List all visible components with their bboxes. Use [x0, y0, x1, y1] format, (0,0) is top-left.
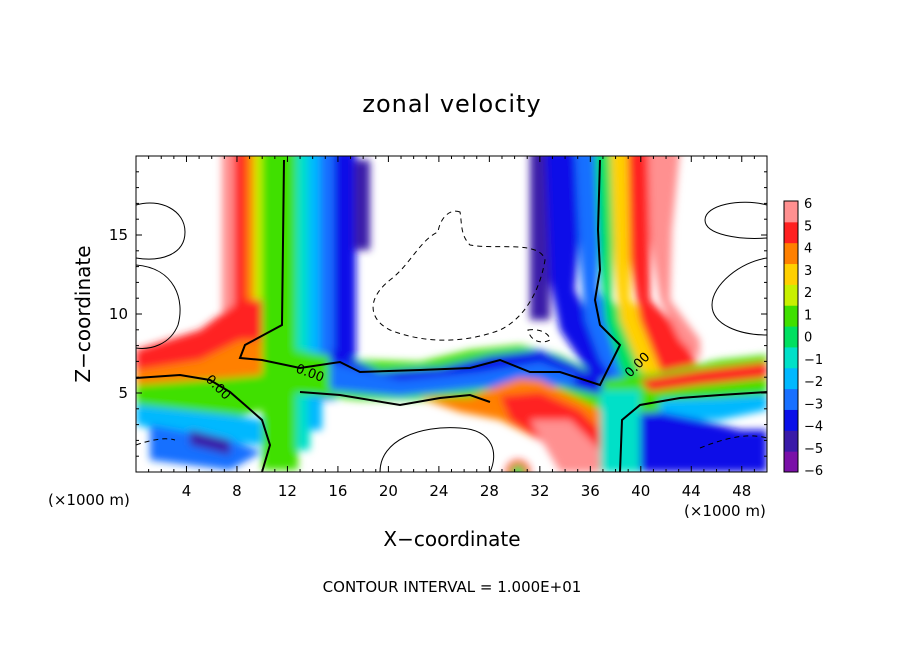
colorbar-tick-label: −2: [804, 375, 823, 390]
contour-line: [238, 159, 622, 387]
colorbar-tick-label: 3: [804, 264, 812, 279]
colorbar-tick-label: −6: [804, 464, 823, 479]
contour-interval-footnote: CONTOUR INTERVAL = 1.000E+01: [323, 578, 582, 596]
y-tick-label: 5: [118, 384, 128, 402]
contour-line: [299, 391, 491, 407]
field-band: [136, 405, 262, 445]
field-band: [640, 362, 767, 392]
colorbar-tick-label: −3: [804, 397, 823, 412]
colorbar-tick-label: 6: [804, 197, 812, 212]
colorbar-tick-label: 4: [804, 242, 812, 257]
contour-line: [619, 391, 767, 472]
field-band: [575, 156, 640, 390]
contour-line: [711, 257, 767, 336]
y-axis-ticks: 5 10 15: [109, 171, 767, 457]
colorbar-swatch: [784, 430, 798, 452]
colorbar-swatch: [784, 367, 798, 390]
contour-line: [527, 329, 551, 343]
x-tick-label: 16: [328, 482, 347, 500]
x-tick-label: 28: [480, 482, 499, 500]
colorbar-swatch: [784, 201, 798, 223]
y-tick-label: 10: [109, 305, 128, 323]
contour-line: [379, 427, 495, 472]
x-tick-label: 20: [379, 482, 398, 500]
field-band: [530, 156, 550, 320]
contour-line: [136, 264, 181, 349]
colorbar-swatch: [784, 242, 798, 265]
colorbar-swatch: [784, 388, 798, 410]
colorbar-swatch: [784, 346, 798, 369]
colorbar-tick-label: −1: [804, 353, 823, 368]
colorbar-swatch: [784, 409, 798, 431]
heatmap-field: 0.00 0.00 0.00: [136, 156, 767, 472]
field-band: [660, 395, 767, 420]
colorbar-swatch: [784, 326, 798, 348]
colorbar-swatch: [784, 263, 798, 285]
field-band: [334, 156, 356, 380]
y-tick-label: 15: [109, 226, 128, 244]
x-tick-label: 24: [429, 482, 448, 500]
field-band: [296, 156, 310, 450]
colorbar-frame: [783, 200, 799, 473]
x-axis-label: X−coordinate: [383, 527, 520, 551]
chart-title: zonal velocity: [362, 90, 541, 118]
colorbar-swatch: [784, 305, 798, 327]
field-band: [610, 156, 680, 390]
x-tick-label: 12: [278, 482, 297, 500]
x-tick-label: 48: [732, 482, 751, 500]
x-unit-label-left: (×1000 m): [48, 491, 130, 509]
field-band: [354, 160, 370, 250]
colorbar-tick-label: 1: [804, 308, 812, 323]
x-tick-label: 32: [530, 482, 549, 500]
colorbar-tick-label: 0: [804, 331, 812, 346]
colorbar-swatch: [784, 451, 798, 473]
x-unit-label-right: (×1000 m): [684, 502, 766, 520]
x-tick-label: 36: [581, 482, 600, 500]
field-band: [330, 350, 600, 395]
contour-line: [372, 210, 546, 341]
x-tick-label: 40: [631, 482, 650, 500]
field-band: [648, 156, 700, 360]
colorbar-tick-label: −4: [804, 420, 823, 435]
x-tick-label: 8: [232, 482, 242, 500]
contour-line: [136, 373, 272, 472]
field-band: [246, 156, 256, 390]
colorbar-tick-label: −5: [804, 442, 823, 457]
field-band: [628, 156, 700, 390]
contour-line: [136, 202, 186, 260]
colorbar-swatch: [784, 221, 798, 244]
field-band: [620, 412, 767, 472]
y-axis-label: Z−coordinate: [71, 245, 95, 382]
x-axis-ticks: 4 8 12 16 20 24 28 32 36 40 44 48: [148, 156, 755, 500]
contour-line: [136, 438, 176, 446]
contour-line: [704, 201, 767, 239]
x-tick-label: 44: [682, 482, 701, 500]
field-band: [545, 156, 620, 390]
contour-lines: [136, 159, 767, 472]
field-band: [190, 430, 230, 455]
field-band: [254, 156, 264, 390]
colorbar: 6 5 4 3 2 1 0 −1 −2 −3 −4 −5 −6: [783, 197, 823, 479]
x-tick-label: 4: [182, 482, 192, 500]
field-band: [262, 156, 298, 470]
field-band: [530, 420, 600, 472]
colorbar-swatch: [784, 284, 798, 306]
field-band: [330, 362, 575, 396]
colorbar-tick-label: 5: [804, 219, 812, 234]
field-band: [320, 156, 336, 400]
colorbar-tick-label: 2: [804, 286, 812, 301]
